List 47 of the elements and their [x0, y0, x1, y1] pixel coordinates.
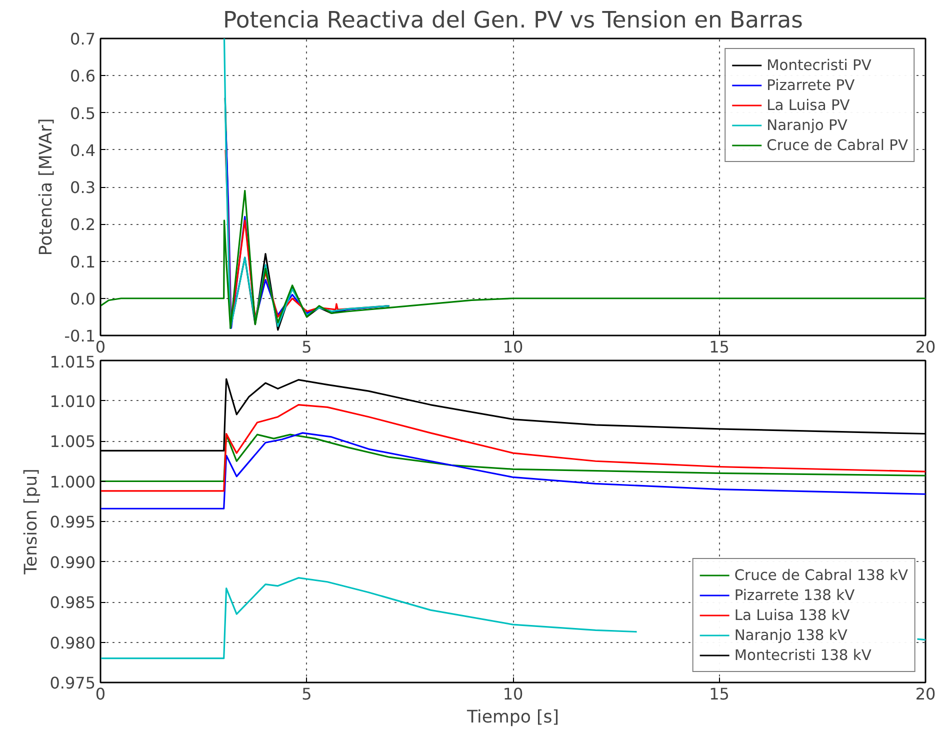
- line-series: [100, 432, 926, 510]
- x-tick-label: 15: [709, 338, 730, 356]
- y-tick-label: 0.4: [70, 140, 96, 160]
- legend-label: Montecristi 138 kV: [734, 646, 872, 664]
- legend-label: La Luisa 138 kV: [734, 606, 850, 624]
- y-tick-label: 0.2: [70, 215, 96, 234]
- y-axis-title: Tension [pu]: [22, 468, 42, 576]
- y-tick-label: 0.6: [70, 66, 96, 86]
- y-tick-label: 1.015: [50, 352, 96, 372]
- x-tick-label: 0: [95, 684, 106, 704]
- legend-label: Cruce de Cabral 138 kV: [734, 566, 908, 584]
- y-tick-label: 0.995: [50, 512, 96, 532]
- y-tick-label: 0.1: [70, 252, 96, 272]
- y-tick-label: 0.990: [50, 552, 96, 572]
- y-tick-label: 1.000: [50, 472, 96, 492]
- x-tick-label: 20: [915, 684, 936, 704]
- x-axis-title: Tiempo [s]: [466, 708, 560, 728]
- legend-label: Pizarrete 138 kV: [734, 586, 855, 604]
- y-axis-title: Potencia [MVAr]: [36, 118, 56, 256]
- legend-label: Cruce de Cabral PV: [766, 136, 908, 154]
- y-tick-label: 0.7: [70, 30, 96, 48]
- x-tick-label: 5: [302, 338, 312, 356]
- y-tick-label: 0.0: [70, 289, 96, 308]
- x-tick-label: 10: [502, 684, 524, 704]
- legend-label: Pizarrete PV: [766, 76, 855, 94]
- line-series: [100, 404, 926, 492]
- line-series: [100, 434, 926, 482]
- legend-label: La Luisa PV: [766, 96, 850, 114]
- legend-label: Naranjo PV: [766, 116, 848, 134]
- x-tick-label: 20: [915, 338, 936, 356]
- line-series: [100, 190, 926, 329]
- y-tick-label: 0.985: [50, 593, 96, 612]
- y-tick-label: 1.010: [50, 392, 96, 411]
- y-tick-label: -0.1: [64, 326, 96, 346]
- series-label: Naranjo 138 kV: [734, 626, 848, 644]
- x-tick-label: 0: [95, 338, 106, 356]
- x-tick-label: 15: [709, 684, 730, 704]
- y-tick-label: 0.5: [70, 104, 96, 123]
- chart-title: Potencia Reactiva del Gen. PV vs Tension en Barras: [223, 8, 803, 34]
- x-tick-label: 5: [302, 684, 312, 704]
- legend-label: Montecristi PV: [766, 56, 872, 74]
- y-tick-label: 0.975: [50, 674, 96, 692]
- y-tick-label: 1.005: [50, 432, 96, 451]
- x-tick-label: 10: [502, 338, 524, 356]
- y-tick-label: 0.3: [70, 178, 96, 197]
- line-series: [223, 38, 390, 329]
- y-tick-label: 0.980: [50, 633, 96, 652]
